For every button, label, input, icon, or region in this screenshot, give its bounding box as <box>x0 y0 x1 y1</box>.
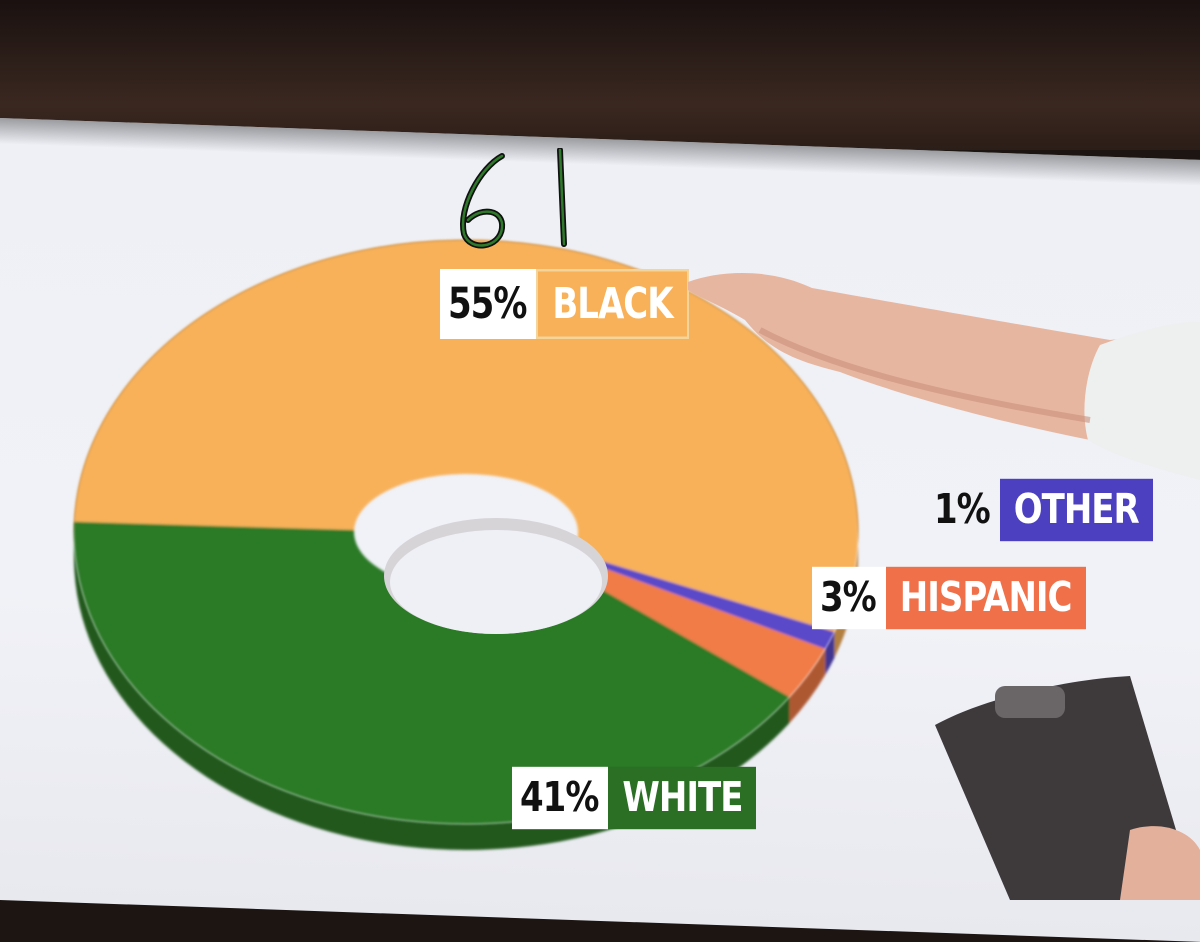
slice-other <box>568 551 835 649</box>
slice-percent-hispanic: 3% <box>812 566 886 630</box>
slice-percent-white: 41% <box>512 766 609 830</box>
slice-white <box>74 521 790 824</box>
slice-name-black: BLACK <box>536 269 689 339</box>
slice-label-hispanic: 3% HISPANIC <box>812 566 1086 630</box>
donut-chart <box>74 239 859 850</box>
slice-label-white: 41% WHITE <box>512 766 757 830</box>
handwritten-annotation <box>460 148 567 249</box>
slice-name-other: OTHER <box>999 478 1153 542</box>
slice-depth-other <box>825 631 835 675</box>
slice-percent-other: 1% <box>934 486 991 534</box>
slice-name-white: WHITE <box>608 766 757 830</box>
slice-hispanic <box>558 555 826 697</box>
donut-depth <box>74 239 859 850</box>
donut-hole-inner <box>390 530 602 634</box>
slice-depth-hispanic <box>789 648 826 723</box>
slice-label-black: 55% BLACK <box>440 269 689 339</box>
slice-name-hispanic: HISPANIC <box>885 566 1086 630</box>
slice-label-other: 1% OTHER <box>926 478 1153 542</box>
slice-percent-black: 55% <box>440 269 537 339</box>
